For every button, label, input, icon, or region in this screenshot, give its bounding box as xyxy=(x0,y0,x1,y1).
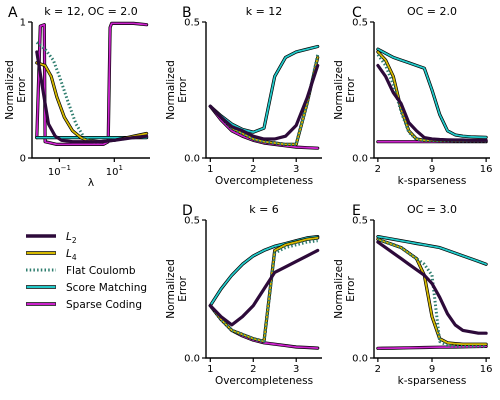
legend-label: L4 xyxy=(66,248,77,262)
series-score-matching-line xyxy=(377,48,487,139)
y-axis-label: NormalizedError xyxy=(333,259,357,319)
series-flat-coulomb-line xyxy=(209,239,318,343)
y-axis-label: NormalizedError xyxy=(4,60,28,120)
plot-area-e xyxy=(376,235,488,350)
legend-item-score-matching: Score Matching xyxy=(26,282,147,294)
series-L4-line-outline xyxy=(208,55,320,146)
y-tick-label: 0.0 xyxy=(184,354,200,365)
legend-item-L2: L2 xyxy=(26,231,77,245)
panel-e: 2 9 16 0.0 0.5 OC = 3.0 Ek-sparseness Normalize… xyxy=(333,203,493,387)
x-tick-label: 101 xyxy=(106,164,123,178)
panel-title: OC = 2.0 xyxy=(407,5,457,18)
legend-label: Sparse Coding xyxy=(66,299,142,311)
series-L4-line xyxy=(209,56,319,146)
panel-letter: D xyxy=(182,203,193,219)
series-score-matching-line xyxy=(209,235,319,307)
panel-title: k = 6 xyxy=(249,203,279,216)
x-tick-label: 3 xyxy=(293,364,299,375)
x-tick-label: 9 xyxy=(429,164,435,175)
x-tick-label: 9 xyxy=(429,364,435,375)
panel-letter: C xyxy=(352,5,362,21)
x-tick-label: 16 xyxy=(480,164,493,175)
x-tick-label: 3 xyxy=(293,164,299,175)
legend-item-L4: L4 xyxy=(26,248,77,262)
x-axis-label: λ xyxy=(88,177,94,189)
y-axis-label: NormalizedError xyxy=(165,60,189,120)
panel-letter: A xyxy=(8,5,18,21)
series-L2-line xyxy=(376,240,488,335)
series-L2-line xyxy=(208,63,320,141)
y-tick-label: 0.0 xyxy=(184,154,200,165)
legend-item-flat-coulomb: Flat Coulomb xyxy=(26,265,136,277)
legend-label: Score Matching xyxy=(66,282,147,294)
y-tick-label: 1 xyxy=(20,18,26,29)
series-L2-line xyxy=(35,50,149,144)
series-score-matching-line xyxy=(209,45,319,134)
plot-area-c xyxy=(376,47,488,144)
y-axis-label: NormalizedError xyxy=(165,259,189,319)
panel-b: 1 2 3 0.0 0.5 k = 12 B Overcompleteness Normaliz… xyxy=(165,5,322,187)
y-tick-label: 0.0 xyxy=(352,154,368,165)
series-flat-coulomb-line xyxy=(377,237,487,348)
series-score-matching-line xyxy=(377,235,487,266)
series-flat-coulomb-line xyxy=(209,54,320,146)
x-axis-label: Overcompleteness xyxy=(215,175,313,187)
x-tick-label: 1 xyxy=(207,164,213,175)
x-axis-label: k-sparseness xyxy=(398,375,467,387)
plot-area-a xyxy=(35,21,149,146)
x-tick-label: 2 xyxy=(375,364,381,375)
y-tick-label: 0.0 xyxy=(352,354,368,365)
legend: L2 L4 Flat Coulomb Score Matching Sparse Cod… xyxy=(26,231,147,311)
x-tick-label: 16 xyxy=(480,364,493,375)
x-axis-label: Overcompleteness xyxy=(215,375,313,387)
series-L2-line xyxy=(208,248,320,327)
panel-d: 1 2 3 0.0 0.5 k = 6 D Overcompleteness Normalize… xyxy=(165,203,322,387)
series-flat-coulomb-line xyxy=(35,41,147,144)
legend-label: L2 xyxy=(66,231,77,245)
panel-letter: B xyxy=(182,5,192,21)
x-tick-label: 10−1 xyxy=(48,164,71,178)
series-score-matching-line-outline xyxy=(208,235,320,308)
panel-c: 2 9 16 0.0 0.5 OC = 2.0 Ck-sparseness Normalize… xyxy=(333,5,493,187)
x-tick-label: 2 xyxy=(375,164,381,175)
y-tick-label: 0 xyxy=(20,154,26,165)
panel-title: k = 12, OC = 2.0 xyxy=(44,5,138,18)
x-tick-label: 2 xyxy=(250,164,256,175)
axes-e xyxy=(373,220,490,359)
legend-label: Flat Coulomb xyxy=(66,265,136,277)
y-tick-label: 0.5 xyxy=(352,216,368,227)
series-flat-coulomb-line xyxy=(376,53,487,143)
panel-title: OC = 3.0 xyxy=(407,203,457,216)
panel-title: k = 12 xyxy=(246,5,283,18)
y-axis-label: NormalizedError xyxy=(333,60,357,120)
plot-area-d xyxy=(208,235,320,350)
y-tick-label: 0.5 xyxy=(352,18,368,29)
y-tick-label: 0.5 xyxy=(184,216,200,227)
legend-item-sparse-coding: Sparse Coding xyxy=(26,299,142,311)
series-sparse-coding-line xyxy=(377,345,487,350)
plot-area-b xyxy=(208,44,320,150)
x-tick-label: 1 xyxy=(207,364,213,375)
series-L2-line xyxy=(376,63,488,142)
panel-letter: E xyxy=(352,203,361,219)
x-tick-label: 2 xyxy=(250,364,256,375)
series-score-matching-line-outline xyxy=(376,235,488,266)
y-tick-label: 0.5 xyxy=(184,18,200,29)
x-axis-label: k-sparseness xyxy=(398,175,467,187)
